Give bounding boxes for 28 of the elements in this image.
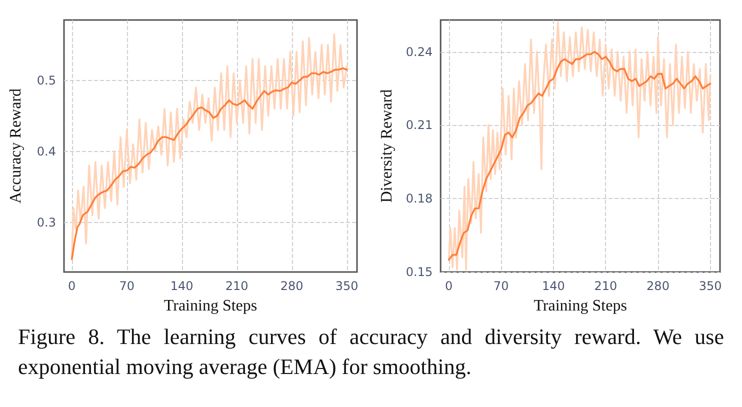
y-axis-title: Diversity Reward <box>378 89 396 203</box>
x-tick-label: 70 <box>119 279 134 293</box>
y-tick-label: 0.21 <box>406 118 433 132</box>
line-series <box>448 50 712 261</box>
x-tick-label: 0 <box>68 279 76 293</box>
x-tick-label: 210 <box>225 279 248 293</box>
x-axis-title: Training Steps <box>534 298 627 314</box>
x-tick-label: 140 <box>170 279 194 293</box>
x-tick-label: 350 <box>698 279 722 293</box>
x-axis-title: Training Steps <box>164 298 258 314</box>
x-tick-label: 210 <box>594 279 618 293</box>
x-tick-label: 350 <box>335 279 358 293</box>
x-tick-label: 280 <box>646 279 670 293</box>
x-tick-label: 280 <box>280 279 304 293</box>
y-tick-label: 0.15 <box>406 265 433 279</box>
y-tick-label: 0.24 <box>406 44 433 59</box>
caption: Figure 8. The learning curves of accuracy and diversity reward. We use exponential moving average (EMA) for smoothing. <box>18 323 724 381</box>
x-tick-label: 70 <box>493 279 509 293</box>
x-tick-label: 0 <box>445 279 453 293</box>
y-axis-title: Accuracy Reward <box>8 88 24 204</box>
y-tick-label: 0.4 <box>36 144 56 158</box>
y-tick-label: 0.5 <box>36 73 56 88</box>
line-series <box>448 22 712 270</box>
line-series <box>70 33 348 259</box>
y-tick-label: 0.18 <box>406 192 433 206</box>
line-series <box>70 67 348 260</box>
y-tick-label: 0.3 <box>36 215 56 230</box>
x-tick-label: 140 <box>542 279 565 293</box>
